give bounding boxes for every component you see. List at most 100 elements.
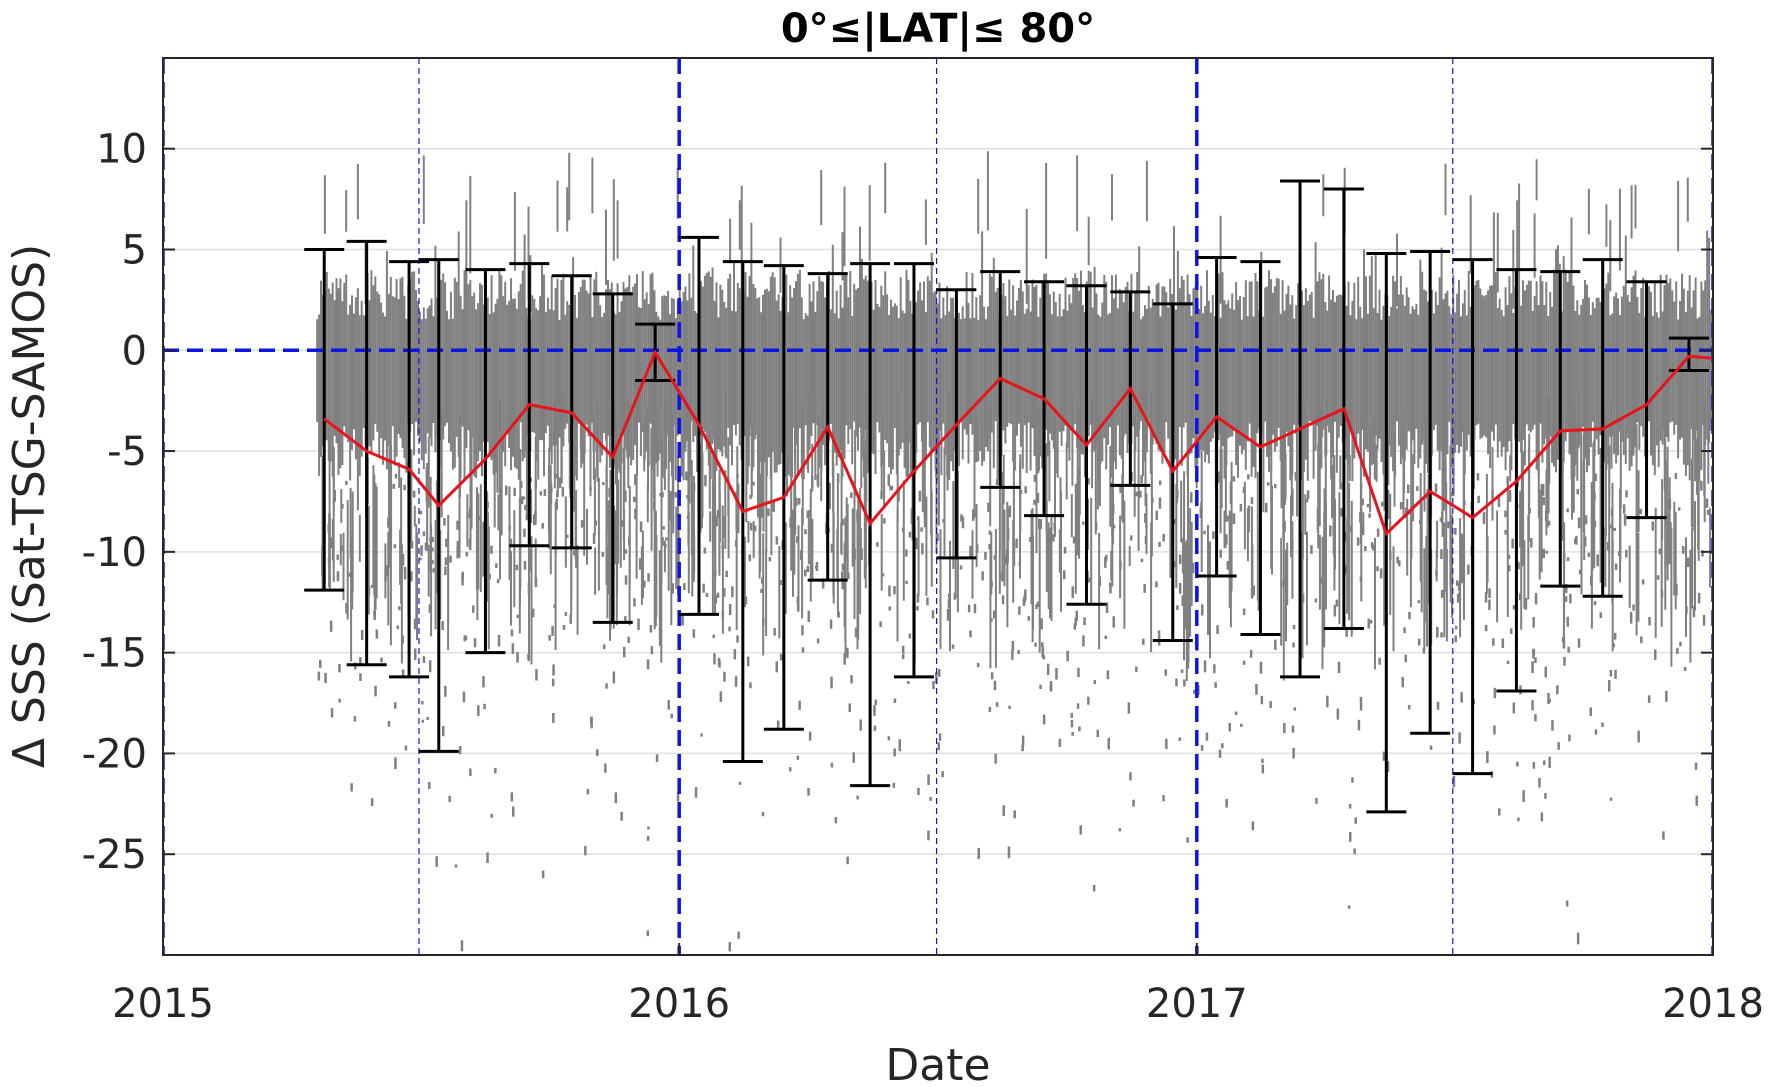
scatter-point	[1071, 732, 1074, 736]
scatter-point	[961, 516, 965, 529]
scatter-point	[969, 630, 972, 638]
scatter-point	[1250, 497, 1254, 505]
scatter-point	[404, 745, 408, 751]
scatter-point	[387, 293, 391, 568]
scatter-point	[967, 604, 971, 613]
scatter-point	[692, 629, 696, 638]
scatter-point	[777, 294, 781, 639]
scatter-point	[1112, 524, 1116, 529]
scatter-point	[1274, 483, 1277, 489]
scatter-point	[1608, 680, 1611, 692]
scatter-point	[1143, 583, 1146, 593]
scatter-point	[1504, 510, 1507, 518]
y-tick-label: -15	[82, 631, 147, 677]
x-tick-label: 2015	[112, 981, 214, 1027]
scatter-point	[841, 563, 845, 571]
scatter-point	[1260, 695, 1264, 705]
scatter-point	[1565, 900, 1569, 907]
scatter-point	[524, 504, 527, 511]
scatter-point	[932, 681, 935, 690]
scatter-point	[461, 574, 464, 586]
scatter-point	[1274, 639, 1277, 650]
scatter-point	[1576, 489, 1579, 495]
scatter-point	[330, 708, 334, 718]
scatter-point	[351, 295, 354, 610]
scatter-point	[555, 498, 558, 510]
scatter-point	[1477, 495, 1480, 504]
scatter-point	[895, 305, 899, 642]
scatter-point	[634, 283, 638, 579]
scatter-point	[779, 580, 782, 586]
scatter-point	[1094, 522, 1098, 531]
scatter-point	[1151, 497, 1154, 503]
scatter-point	[634, 474, 637, 486]
scatter-point	[1659, 274, 1664, 627]
scatter-point	[1613, 632, 1617, 640]
scatter-point	[488, 573, 491, 580]
scatter-point	[534, 510, 537, 518]
scatter-point	[1409, 313, 1413, 608]
scatter-point	[1492, 638, 1495, 646]
scatter-point	[676, 792, 680, 802]
scatter-point	[1078, 726, 1081, 732]
scatter-point	[1155, 581, 1158, 588]
x-tick-label: 2017	[1146, 981, 1248, 1027]
scatter-point	[721, 544, 724, 550]
scatter-point	[1052, 536, 1055, 542]
scatter-point	[859, 226, 863, 615]
scatter-point	[893, 586, 896, 595]
scatter-point	[508, 525, 511, 531]
scatter-point	[410, 571, 413, 582]
scatter-point	[915, 537, 918, 550]
scatter-point	[1029, 537, 1032, 542]
scatter-point	[348, 572, 352, 577]
y-tick-label: -20	[82, 731, 147, 777]
scatter-point	[616, 200, 620, 564]
scatter-point	[1374, 254, 1378, 482]
scatter-point	[711, 267, 715, 614]
scatter-point	[1404, 654, 1407, 663]
scatter-point	[333, 490, 336, 502]
scatter-point	[1462, 567, 1465, 577]
scatter-point	[1567, 646, 1570, 653]
scatter-point	[704, 475, 707, 487]
scatter-point	[1176, 490, 1179, 499]
scatter-point	[509, 538, 513, 545]
scatter-point	[1282, 582, 1285, 587]
scatter-point	[498, 270, 501, 580]
scatter-point	[873, 725, 877, 732]
scatter-point	[901, 653, 905, 660]
scatter-point	[768, 557, 772, 562]
scatter-point	[1140, 558, 1144, 563]
scatter-point	[728, 626, 731, 632]
scatter-point	[876, 542, 879, 547]
scatter-point	[479, 515, 482, 521]
scatter-point	[1340, 508, 1343, 517]
scatter-point	[1389, 551, 1392, 561]
scatter-point	[662, 526, 665, 530]
scatter-point	[1653, 282, 1657, 638]
scatter-point	[988, 543, 991, 550]
scatter-point	[551, 678, 555, 687]
scatter-point	[1656, 575, 1660, 580]
scatter-point	[1055, 668, 1058, 680]
scatter-point	[1112, 616, 1115, 628]
scatter-point	[1180, 276, 1184, 574]
scatter-point	[580, 520, 584, 528]
scatter-point	[1557, 742, 1560, 750]
scatter-point	[1105, 602, 1109, 613]
scatter-point	[1070, 720, 1074, 728]
scatter-point	[1401, 676, 1404, 688]
scatter-point	[448, 795, 451, 803]
scatter-point	[622, 282, 626, 561]
scatter-point	[1520, 305, 1524, 630]
scatter-point	[893, 748, 896, 757]
scatter-point	[1665, 274, 1669, 581]
scatter-point	[592, 533, 596, 544]
scatter-point	[1508, 565, 1511, 572]
scatter-point	[1070, 712, 1073, 718]
scatter-point	[1320, 279, 1324, 670]
scatter-point	[1034, 642, 1037, 647]
scatter-point	[1556, 685, 1559, 695]
scatter-point	[590, 716, 593, 729]
